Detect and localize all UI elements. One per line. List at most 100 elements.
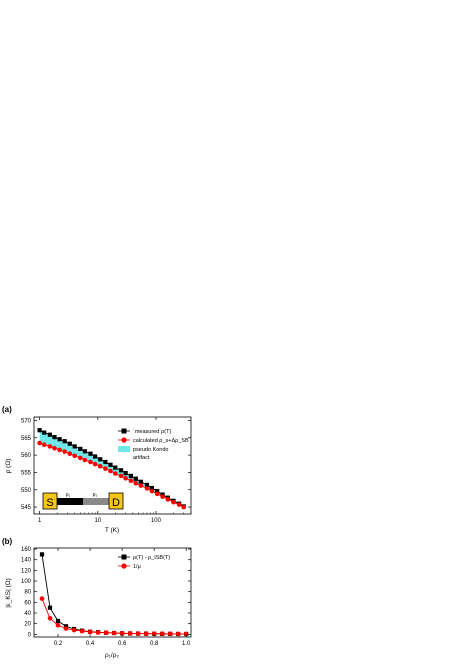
series-0-point xyxy=(82,449,87,454)
legend-inverse-mu-marker xyxy=(121,563,127,569)
series-0-point xyxy=(57,437,62,442)
series-0-point xyxy=(62,439,67,444)
series-1-point xyxy=(41,442,47,448)
legend-band-label-1: pseudo Kondo xyxy=(133,447,168,453)
series-1-point xyxy=(123,476,128,481)
series-1-point xyxy=(67,451,73,457)
y-tick-label: 570 xyxy=(21,418,32,424)
series-1-point xyxy=(72,453,77,459)
x-tick-label: 1 xyxy=(38,518,42,524)
panel-a-ylabel: ρ (Ω) xyxy=(5,459,12,474)
series-0-point xyxy=(93,454,98,459)
x-tick-label: 0.4 xyxy=(86,641,95,647)
x-tick-label: 0.2 xyxy=(54,641,63,647)
series-1-point xyxy=(95,630,101,635)
series-0-point xyxy=(52,435,57,440)
series-1-point xyxy=(103,630,109,635)
y-tick-label: 80 xyxy=(24,590,31,596)
series-0-point xyxy=(138,479,143,484)
series-1-point xyxy=(57,447,62,453)
series-1-point xyxy=(62,449,67,454)
series-1-point xyxy=(154,491,160,497)
rho1-segment xyxy=(57,498,83,505)
series-1-point xyxy=(165,497,171,502)
x-tick-label: 10 xyxy=(94,518,101,524)
series-1-point xyxy=(160,494,165,500)
series-0-point xyxy=(39,552,45,557)
y-tick-label: 60 xyxy=(24,600,31,606)
series-1-point xyxy=(108,468,113,474)
rho2-segment xyxy=(83,498,109,505)
panel-b-ylabel: |ε_KS| (Ω) xyxy=(5,578,12,608)
x-tick-label: 100 xyxy=(151,518,162,524)
y-tick-label: 0 xyxy=(28,632,32,638)
y-tick-label: 565 xyxy=(21,436,32,442)
series-0-point xyxy=(78,446,83,451)
y-tick-label: 560 xyxy=(21,453,32,459)
series-1-point xyxy=(133,480,139,486)
panel-a-label: (a) xyxy=(2,405,12,414)
series-0-point xyxy=(128,473,133,478)
panel-b-frame xyxy=(33,547,192,638)
series-1-point xyxy=(39,596,45,601)
legend-calculated-marker xyxy=(121,437,127,443)
y-tick-label: 20 xyxy=(24,622,31,628)
device-inset: S ρ₁ ρ₂ D xyxy=(42,492,124,510)
series-0-point xyxy=(88,451,93,456)
series-1-point xyxy=(82,457,88,463)
panel-a-frame xyxy=(33,416,192,515)
series-1-point xyxy=(144,486,150,491)
panel-a-xlabel: T (K) xyxy=(105,527,119,534)
series-0-point xyxy=(103,459,108,465)
series-0-point xyxy=(113,465,118,470)
series-1-point xyxy=(118,473,124,479)
series-0-point xyxy=(42,430,47,435)
series-0-point xyxy=(108,462,113,467)
drain-pad xyxy=(108,492,124,510)
series-0-point xyxy=(98,457,103,462)
x-tick-label: 0.8 xyxy=(150,641,159,647)
panel-b-legend: ρ(T) - ρ_ISB(T) 1/μ xyxy=(118,554,170,570)
series-0-point xyxy=(72,444,77,449)
series-1-point xyxy=(135,631,141,636)
y-tick-label: 555 xyxy=(21,470,32,476)
series-1-point xyxy=(37,440,42,446)
series-1-point xyxy=(183,631,189,637)
series-1-point xyxy=(127,631,133,636)
series-1-point xyxy=(71,627,77,633)
y-tick-label: 550 xyxy=(21,488,32,494)
panel-b-label: (b) xyxy=(2,537,13,546)
series-1-point xyxy=(181,504,186,510)
series-1-line xyxy=(41,598,187,635)
series-1-point xyxy=(138,483,144,488)
panel-b: (b) 0.2 0.4 0.6 0.8 1.0 0 20 40 60 80 100 120 140 160… xyxy=(2,537,192,659)
series-1-point xyxy=(97,463,103,469)
legend-difference-marker xyxy=(121,554,127,560)
series-1-point xyxy=(176,502,182,507)
series-1-point xyxy=(88,459,93,465)
series-1-point xyxy=(167,631,173,637)
series-1-point xyxy=(103,466,108,471)
source-pad-label: S xyxy=(46,497,53,509)
series-1-point xyxy=(143,631,149,636)
legend-band-label-2: artifact xyxy=(133,455,150,461)
panel-a: (a) 1 10 100 545 550 555 560 565 570 T (K) ρ (Ω)… xyxy=(2,405,192,534)
series-1-point xyxy=(151,631,157,636)
series-1-point xyxy=(63,626,69,631)
y-tick-label: 160 xyxy=(21,547,32,553)
legend-difference-label: ρ(T) - ρ_ISB(T) xyxy=(133,555,170,561)
series-1-point xyxy=(52,445,57,451)
series-1-point xyxy=(92,461,98,467)
series-1-point xyxy=(128,478,134,484)
panel-b-xlabel: ρ₁/ρ₂ xyxy=(105,652,119,659)
series-0-point xyxy=(118,468,124,473)
series-1-point xyxy=(55,623,61,628)
series-1-point xyxy=(79,628,85,634)
series-0-point xyxy=(67,441,72,446)
y-tick-label: 40 xyxy=(24,611,31,617)
legend-measured-label: `measured`ρ(T) xyxy=(133,429,171,435)
panel-a-legend: `measured`ρ(T) calculated ρ_s+Δρ_SB pseu… xyxy=(118,428,189,461)
series-1-point xyxy=(171,499,176,505)
series-1-point xyxy=(119,631,125,636)
